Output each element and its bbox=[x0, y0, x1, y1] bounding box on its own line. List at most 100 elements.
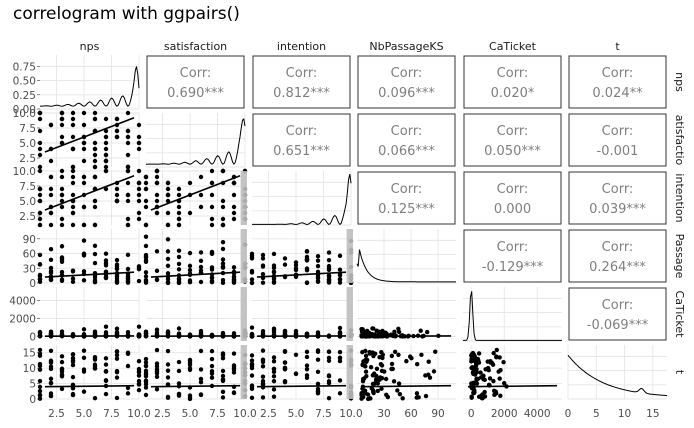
y-tick-label: 0.00 bbox=[13, 104, 36, 116]
scatter-point bbox=[260, 348, 266, 353]
scatter-points bbox=[143, 234, 248, 286]
scatter-point bbox=[92, 396, 98, 401]
scatter-point bbox=[154, 374, 160, 379]
scatter-point bbox=[48, 331, 54, 336]
scatter-point bbox=[326, 250, 332, 255]
scatter-point bbox=[271, 279, 277, 284]
scatter-point bbox=[198, 330, 204, 336]
scatter-point bbox=[136, 334, 142, 339]
scatter-point bbox=[337, 267, 343, 272]
correlation-label: Corr: bbox=[497, 124, 529, 139]
scatter-point bbox=[165, 263, 171, 268]
scatter-point bbox=[249, 353, 255, 358]
scatter-point bbox=[48, 192, 54, 198]
scatter-point bbox=[81, 348, 87, 353]
correlation-panel-border bbox=[463, 113, 562, 167]
scatter-point bbox=[282, 379, 288, 384]
scatter-point bbox=[326, 258, 332, 263]
x-tick-label: 7.5 bbox=[209, 408, 226, 420]
scatter-point bbox=[37, 353, 43, 358]
scatter-point bbox=[125, 391, 131, 396]
scatter-point bbox=[136, 382, 142, 387]
scatter-point bbox=[209, 371, 215, 376]
x-tick-label: 10.0 bbox=[127, 408, 150, 420]
scatter-point bbox=[271, 355, 277, 360]
scatter-point bbox=[114, 349, 120, 354]
scatter-point bbox=[382, 369, 387, 374]
scatter-point bbox=[92, 174, 98, 180]
scatter-point bbox=[92, 366, 98, 371]
scatter-point bbox=[220, 265, 226, 270]
scatter-point bbox=[59, 204, 65, 210]
panel bbox=[37, 168, 142, 228]
scatter-point bbox=[271, 366, 277, 371]
scatter-point bbox=[125, 168, 131, 174]
scatter-point bbox=[375, 381, 380, 386]
scatter-point bbox=[304, 249, 310, 254]
scatter-point bbox=[165, 256, 171, 262]
scatter-point bbox=[70, 134, 76, 140]
scatter-point bbox=[209, 348, 215, 354]
column-strip-label: t bbox=[615, 40, 620, 53]
scatter-point bbox=[136, 134, 142, 140]
scatter-point bbox=[154, 277, 160, 282]
scatter-point bbox=[315, 349, 321, 355]
scatter-point bbox=[337, 253, 343, 258]
correlation-panel-border bbox=[463, 55, 562, 109]
scatter-point bbox=[220, 261, 226, 266]
scatter-point bbox=[360, 376, 366, 382]
scatter-point bbox=[143, 277, 149, 283]
scatter-point bbox=[103, 140, 109, 146]
scatter-point bbox=[48, 268, 54, 274]
x-tick-label: 5.0 bbox=[182, 408, 199, 420]
scatter-point bbox=[165, 210, 171, 216]
scatter-point bbox=[304, 349, 310, 355]
scatter-point bbox=[395, 388, 400, 393]
scatter-point bbox=[114, 326, 120, 331]
scatter-points bbox=[37, 168, 142, 228]
scatter-point bbox=[497, 376, 502, 381]
x-tick-label: 10.0 bbox=[233, 408, 256, 420]
scatter-point bbox=[362, 329, 368, 334]
scatter-point bbox=[37, 388, 43, 394]
panel bbox=[143, 168, 248, 228]
scatter-point bbox=[396, 329, 402, 335]
scatter-point bbox=[282, 349, 288, 354]
scatter-point bbox=[114, 276, 120, 281]
scatter-point bbox=[136, 210, 142, 216]
scatter-point bbox=[114, 356, 120, 361]
scatter-point bbox=[271, 374, 277, 379]
scatter-point bbox=[103, 116, 109, 122]
y-tick-label: 0 bbox=[29, 332, 36, 344]
scatter-point bbox=[209, 222, 215, 228]
scatter-point bbox=[103, 158, 109, 164]
scatter-point bbox=[92, 116, 98, 122]
panel bbox=[37, 110, 142, 170]
scatter-point bbox=[480, 392, 485, 397]
y-tick-label: 4000 bbox=[9, 296, 36, 308]
correlation-value: 0.812*** bbox=[273, 86, 330, 101]
scatter-point bbox=[360, 349, 365, 355]
scatter-point bbox=[70, 180, 76, 186]
row-strip-label: nps bbox=[673, 72, 686, 92]
scatter-point bbox=[81, 146, 87, 152]
scatter-point bbox=[487, 376, 493, 381]
scatter-point bbox=[114, 352, 120, 358]
scatter-point bbox=[48, 277, 54, 283]
density-curve bbox=[567, 354, 668, 397]
scatter-point bbox=[471, 390, 477, 396]
scatter-point bbox=[249, 270, 255, 275]
scatter-point bbox=[125, 180, 131, 186]
scatter-point bbox=[48, 122, 54, 128]
panel bbox=[146, 113, 246, 168]
scatter-point bbox=[260, 364, 266, 369]
scatter-point bbox=[114, 192, 120, 198]
scatter-point bbox=[48, 174, 54, 180]
correlation-panel-border bbox=[568, 229, 667, 283]
scatter-points bbox=[249, 238, 354, 286]
scatter-point bbox=[136, 370, 142, 375]
row-strip-label-group: nps bbox=[673, 72, 686, 92]
scatter-point bbox=[271, 369, 277, 375]
panel bbox=[249, 345, 354, 401]
scatter-point bbox=[231, 370, 237, 375]
